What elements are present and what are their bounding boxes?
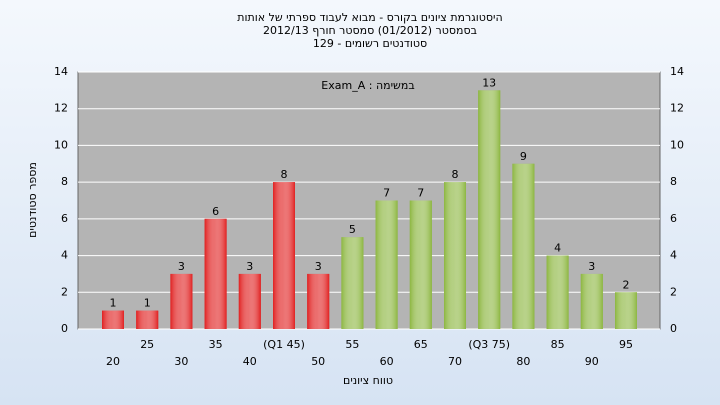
x-tick-label: 70 [448,355,462,368]
x-tick-label: (Q1 45) [263,338,305,351]
bar [238,273,261,329]
y2-tick-label: 0 [670,322,677,335]
bar [375,200,398,329]
title-line: היסטוגרמת ציונים בקורס - מבוא לעבוד ספרת… [237,11,502,24]
value-label: 9 [520,150,527,163]
x-tick-label: 30 [174,355,188,368]
y-tick-label: 14 [54,65,68,78]
value-label: 8 [452,168,459,181]
y-tick-label: 6 [61,212,68,225]
x-tick-label: 50 [311,355,325,368]
x-tick-label: 85 [551,338,565,351]
value-label: 7 [383,187,390,200]
x-tick-label: 90 [585,355,599,368]
value-label: 1 [110,297,117,310]
y2-tick-label: 10 [670,138,684,151]
plot-area [77,71,661,330]
x-tick-label: 20 [106,355,120,368]
y2-tick-label: 12 [670,102,684,115]
x-tick-label: 95 [619,338,633,351]
bar [580,273,603,329]
x-tick-label: 60 [380,355,394,368]
x-tick-label: 35 [209,338,223,351]
x-tick-label: 65 [414,338,428,351]
annotation: Exam_A : במשימה [321,79,414,92]
y-axis-label: מספר סטודנטים [26,162,39,238]
bar [307,273,330,329]
title-line: סטודנטים רשומים - 129 [313,37,427,50]
x-tick-label: 55 [345,338,359,351]
y2-tick-label: 4 [670,249,677,262]
x-tick-label: 40 [243,355,257,368]
bar [546,255,569,329]
bar [615,292,637,329]
bar [512,163,535,329]
value-label: 13 [482,76,496,89]
bar [102,310,124,329]
value-label: 3 [178,260,185,273]
x-axis-label: טווח ציונים [343,374,393,387]
bar [341,237,364,329]
y-tick-label: 8 [61,175,68,188]
bar [409,200,432,329]
value-label: 3 [315,260,322,273]
bar [478,90,501,329]
y-tick-label: 12 [54,102,68,115]
value-label: 8 [281,168,288,181]
title-line: בסמסטר (01/2012) סמסטר חורף 2012/13 [263,24,477,37]
y2-tick-label: 8 [670,175,677,188]
bar [204,218,227,329]
value-label: 1 [144,297,151,310]
bar [444,182,466,329]
y2-tick-label: 2 [670,285,677,298]
x-tick-label: 25 [140,338,154,351]
value-label: 7 [417,187,424,200]
y-tick-label: 10 [54,138,68,151]
value-label: 2 [623,278,630,291]
value-label: 6 [212,205,219,218]
y-tick-label: 0 [61,322,68,335]
y2-tick-label: 6 [670,212,677,225]
value-label: 5 [349,223,356,236]
bar [136,310,159,329]
bar [273,182,295,329]
bar [170,273,193,329]
y-tick-label: 2 [61,285,68,298]
x-tick-label: 80 [516,355,530,368]
y2-tick-label: 14 [670,65,684,78]
value-label: 3 [246,260,253,273]
y-tick-label: 4 [61,249,68,262]
value-label: 4 [554,242,561,255]
value-label: 3 [588,260,595,273]
x-tick-label: (Q3 75) [468,338,510,351]
